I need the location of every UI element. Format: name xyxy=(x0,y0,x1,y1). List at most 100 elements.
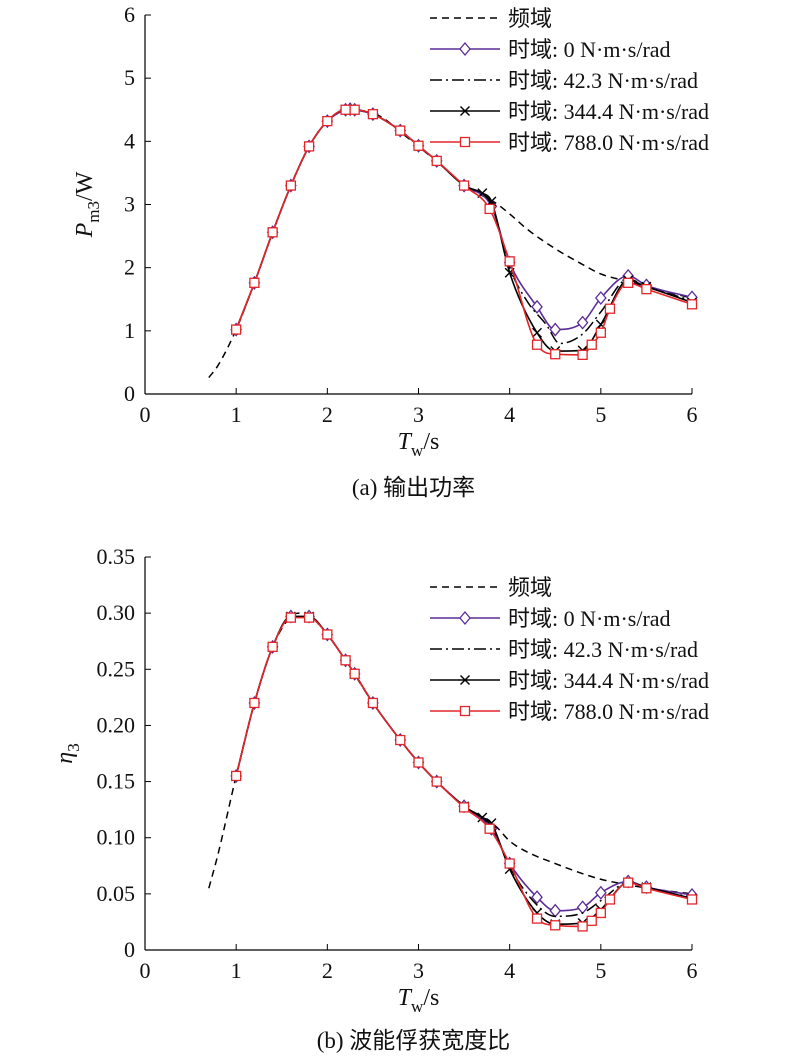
y-tick-label: 0.35 xyxy=(97,544,136,569)
legend-swatch-marker-stroke-b xyxy=(460,106,470,116)
data-point-marker xyxy=(550,349,561,360)
data-point-marker xyxy=(367,109,379,120)
legend-label: 频域 xyxy=(508,6,552,31)
data-point-marker xyxy=(395,125,406,136)
x-tick-label: 0 xyxy=(140,958,151,983)
x-tick-label: 6 xyxy=(687,958,698,983)
legend-swatch-marker-stroke-b xyxy=(460,675,470,685)
data-point-marker xyxy=(322,115,333,127)
legend-swatch-marker xyxy=(460,675,470,685)
data-point-marker xyxy=(531,890,543,905)
y-axis-label-symbol: P xyxy=(72,222,98,238)
legend-label: 时域: 788.0 N·m·s/rad xyxy=(508,699,709,724)
data-point-marker xyxy=(686,894,698,905)
series-4 xyxy=(231,104,698,360)
legend-swatch-marker xyxy=(459,705,471,717)
data-point-marker xyxy=(340,655,351,666)
legend-entry: 频域 xyxy=(430,6,552,31)
data-point-marker xyxy=(431,155,442,167)
legend-swatch-marker xyxy=(459,610,471,626)
y-axis-label: Pm3/W xyxy=(72,171,103,238)
data-point-marker xyxy=(549,322,562,337)
data-point-marker xyxy=(594,885,607,900)
data-point-marker xyxy=(303,612,315,623)
x-tick-label: 6 xyxy=(687,402,698,427)
data-point-marker xyxy=(595,907,606,919)
data-point-marker xyxy=(231,770,242,782)
data-point-marker xyxy=(623,877,634,888)
data-point-marker xyxy=(549,903,562,918)
data-point-marker xyxy=(604,894,616,905)
legend-label: 时域: 788.0 N·m·s/rad xyxy=(508,130,709,155)
y-tick-label: 0.30 xyxy=(97,600,136,625)
data-point-marker xyxy=(586,915,597,926)
y-tick-label: 4 xyxy=(124,128,135,153)
data-point-marker xyxy=(367,697,379,709)
data-point-marker xyxy=(484,823,495,834)
data-point-marker-stroke-b xyxy=(477,812,488,823)
x-tick-label: 5 xyxy=(595,958,606,983)
x-tick-label: 1 xyxy=(231,402,242,427)
data-point-marker xyxy=(349,668,360,679)
data-point-marker xyxy=(686,299,698,310)
y-tick-label: 0.25 xyxy=(97,656,136,681)
x-tick-label: 0 xyxy=(140,402,151,427)
data-point-marker xyxy=(577,349,588,360)
x-tick-label: 3 xyxy=(413,958,424,983)
data-point-marker xyxy=(267,227,278,238)
legend-label: 时域: 0 N·m·s/rad xyxy=(508,606,671,631)
data-point-marker xyxy=(303,141,315,152)
legend-entry: 时域: 788.0 N·m·s/rad xyxy=(430,699,709,724)
legend-swatch-marker xyxy=(459,41,471,57)
legend-entry: 时域: 42.3 N·m·s/rad xyxy=(430,637,698,662)
legend-label: 时域: 344.4 N·m·s/rad xyxy=(508,99,709,124)
legend-swatch-marker xyxy=(459,136,471,148)
y-tick-label: 0.10 xyxy=(97,825,136,850)
legend-entry: 时域: 344.4 N·m·s/rad xyxy=(430,99,709,124)
x-axis-label-subscript: w xyxy=(411,441,424,460)
data-point-marker xyxy=(641,883,652,894)
data-point-marker xyxy=(431,776,442,787)
legend-label: 频域 xyxy=(508,575,552,600)
data-point-marker xyxy=(249,697,260,709)
y-axis-label-symbol: η xyxy=(52,752,78,764)
data-point-marker xyxy=(458,180,470,191)
y-axis-label-unit: /W xyxy=(72,171,98,201)
data-point-marker xyxy=(531,339,543,350)
data-point-marker xyxy=(267,641,278,652)
y-tick-label: 0 xyxy=(124,381,135,406)
data-point-marker xyxy=(504,858,515,869)
legend-swatch-marker xyxy=(460,106,470,116)
legend-entry: 频域 xyxy=(430,575,552,600)
data-point-marker xyxy=(413,140,424,151)
data-point-marker xyxy=(285,612,297,623)
legend-label: 时域: 344.4 N·m·s/rad xyxy=(508,668,709,693)
data-point-marker xyxy=(604,303,616,314)
x-axis-label-unit: /s xyxy=(423,985,439,1011)
y-tick-label: 0.15 xyxy=(97,769,136,794)
series-line xyxy=(208,108,693,379)
data-point-marker-stroke-b xyxy=(532,327,543,338)
data-point-marker xyxy=(576,900,589,915)
legend-entry: 时域: 788.0 N·m·s/rad xyxy=(430,130,709,155)
data-point-marker xyxy=(576,315,589,330)
legend-entry: 时域: 344.4 N·m·s/rad xyxy=(430,668,709,693)
data-point-marker xyxy=(349,104,360,115)
data-point-marker xyxy=(340,104,351,115)
y-tick-label: 3 xyxy=(124,192,135,217)
y-tick-label: 5 xyxy=(124,65,135,90)
data-point-marker xyxy=(249,277,260,288)
legend-label: 时域: 0 N·m·s/rad xyxy=(508,37,671,62)
legend-label: 时域: 42.3 N·m·s/rad xyxy=(508,68,698,93)
y-tick-label: 1 xyxy=(124,318,135,343)
x-tick-label: 4 xyxy=(504,402,515,427)
y-tick-label: 0.20 xyxy=(97,712,136,737)
legend-label: 时域: 42.3 N·m·s/rad xyxy=(508,637,698,662)
data-point-marker xyxy=(550,920,561,931)
chart-b-capture-width-ratio: 0 1 2 3 4 5 6 0 0.05 0.10 0.15 0.20 0.25 0.30 0.35 Tw/s… xyxy=(52,544,709,1053)
data-point-marker xyxy=(484,203,495,215)
y-axis-label-subscript: m3 xyxy=(84,201,103,223)
x-tick-label: 2 xyxy=(322,958,333,983)
